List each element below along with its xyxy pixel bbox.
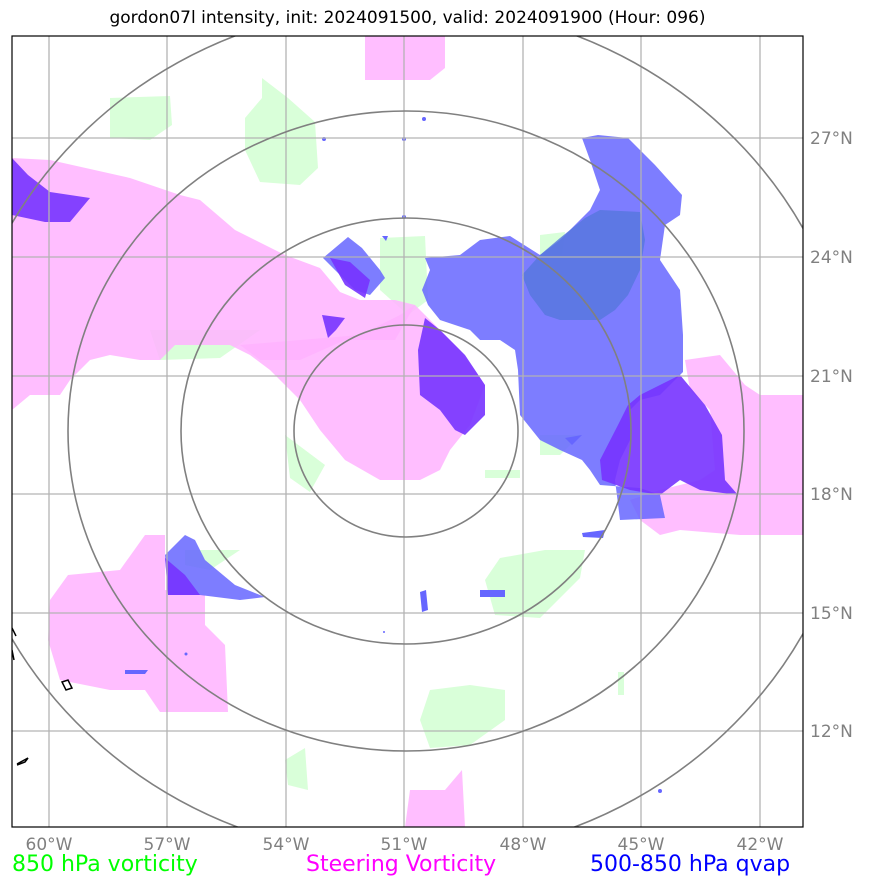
legend-vorticity-850: 850 hPa vorticity	[12, 852, 198, 877]
legend-steering-vorticity: Steering Vorticity	[306, 852, 497, 877]
qvap-contours	[12, 117, 738, 793]
lat-label: 24°N	[810, 248, 853, 268]
lon-label: 48°W	[500, 835, 547, 855]
lon-label: 60°W	[26, 835, 73, 855]
lat-label: 15°N	[810, 604, 853, 624]
lat-label: 27°N	[810, 129, 853, 149]
lon-label: 45°W	[618, 835, 665, 855]
lat-label: 18°N	[810, 485, 853, 505]
map-frame	[11, 35, 804, 828]
lon-label: 57°W	[144, 835, 191, 855]
lon-label: 51°W	[381, 835, 428, 855]
legend-qvap: 500-850 hPa qvap	[590, 852, 791, 877]
lat-label: 12°N	[810, 722, 853, 742]
lon-label: 54°W	[263, 835, 310, 855]
map-title: gordon07l intensity, init: 2024091500, v…	[109, 8, 706, 28]
lat-label: 21°N	[810, 367, 853, 387]
gridlines	[12, 36, 803, 827]
lon-label: 42°W	[737, 835, 784, 855]
range-rings	[12, 36, 803, 827]
